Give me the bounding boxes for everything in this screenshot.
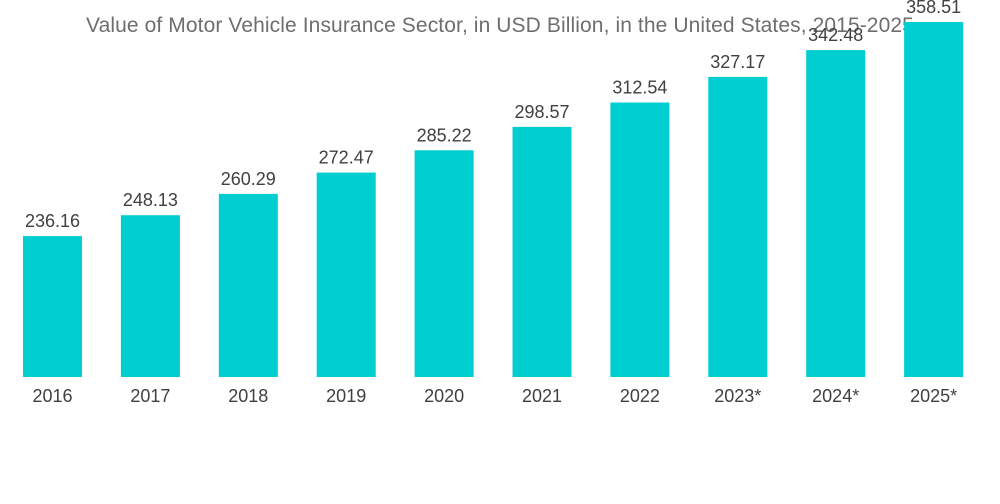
value-label: 312.54 [612,78,667,98]
bar-2021 [512,126,572,378]
value-labels-layer: 236.16 248.13 260.29 272.47 285.22 298.57 312.… [25,0,961,231]
bar-2023-projected [708,76,768,378]
value-label: 342.48 [808,25,863,45]
bars-layer [23,22,964,378]
x-tick-label: 2018 [228,386,268,406]
x-axis-ticks: 2016 2017 2018 2019 2020 2021 2022 2023* 2024* 20… [32,386,957,406]
bar-2024-projected [806,50,866,377]
bar-2025-projected [904,22,964,377]
x-tick-label: 2022 [620,386,660,406]
x-tick-label: 2025* [910,386,957,406]
bar-2020 [414,150,474,377]
x-tick-label: 2017 [130,386,170,406]
value-label: 298.57 [514,102,569,122]
bar-2022 [610,102,670,377]
bar-2017 [120,215,180,377]
x-tick-label: 2016 [32,386,72,406]
value-label: 285.22 [417,125,472,145]
bar-2016 [23,236,82,377]
value-label: 260.29 [221,169,276,189]
x-tick-label: 2021 [522,386,562,406]
bar-2019 [316,172,376,377]
x-tick-label: 2020 [424,386,464,406]
bar-2018 [218,193,278,377]
x-tick-label: 2019 [326,386,366,406]
chart-title: Value of Motor Vehicle Insurance Sector,… [86,14,914,37]
value-label: 358.51 [906,0,961,17]
x-tick-label: 2023* [714,386,761,406]
value-label: 272.47 [319,148,374,168]
value-label: 248.13 [123,190,178,210]
value-label: 236.16 [25,211,80,231]
value-label: 327.17 [710,52,765,72]
x-tick-label: 2024* [812,386,859,406]
